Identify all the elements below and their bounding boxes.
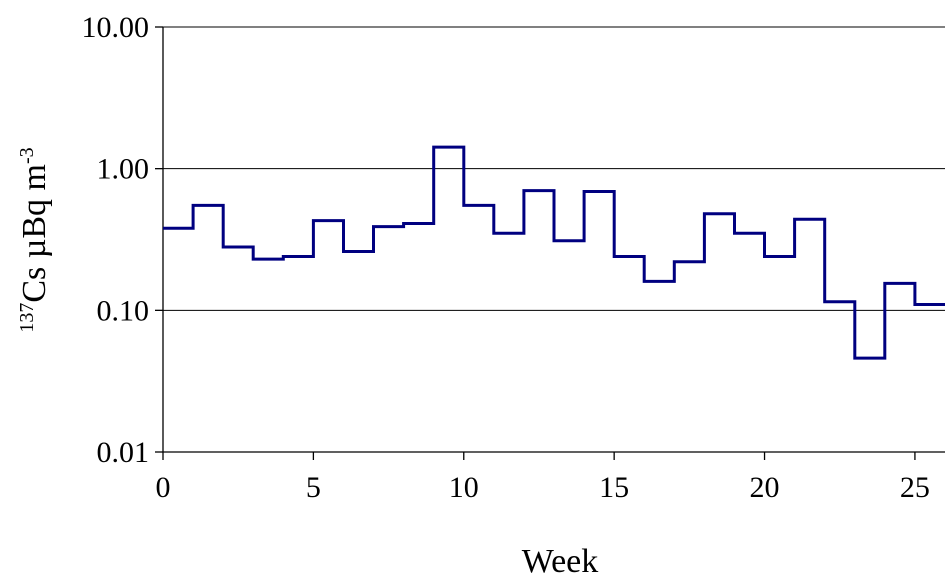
y-axis-title-main: Cs µBq m: [16, 164, 53, 303]
x-tick-label: 10: [449, 471, 479, 504]
y-axis-title: 137Cs µBq m-3: [16, 147, 53, 332]
x-tick-label: 25: [900, 471, 930, 504]
x-tick-label: 0: [156, 471, 171, 504]
axes: [155, 26, 945, 460]
series-step-line: [163, 145, 945, 360]
y-tick-label: 1.00: [97, 153, 150, 186]
y-tick-label: 10.00: [82, 11, 150, 44]
series: [163, 145, 945, 360]
y-tick-label: 0.01: [97, 436, 150, 469]
x-tick-label: 5: [306, 471, 321, 504]
x-axis-title: Week: [522, 543, 599, 580]
y-axis-title-exponent: -3: [16, 147, 38, 164]
x-tick-label: 20: [750, 471, 780, 504]
y-axis-title-superscript: 137: [16, 303, 38, 333]
x-tick-label: 15: [599, 471, 629, 504]
x-tick-labels: 0 5 10 15 20 25: [156, 471, 930, 504]
y-tick-labels: 10.00 1.00 0.10 0.01: [82, 11, 150, 469]
gridlines: [163, 26, 945, 311]
y-tick-label: 0.10: [97, 294, 150, 327]
